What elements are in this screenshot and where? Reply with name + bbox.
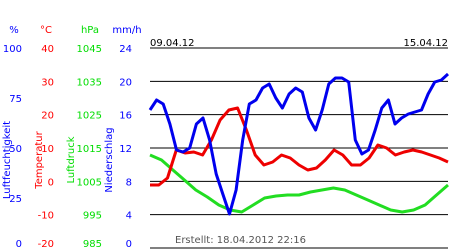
- y-tick-label: 12: [119, 144, 132, 155]
- y-tick-label: 0: [16, 239, 22, 250]
- axis-title: Temperatur: [34, 130, 45, 189]
- y-tick-label: 30: [41, 77, 54, 88]
- y-tick-label: 995: [83, 211, 102, 222]
- axis-title: Luftdruck: [66, 136, 77, 183]
- y-tick-label: 0: [126, 239, 132, 250]
- y-tick-label: 100: [3, 44, 22, 55]
- y-tick-label: 1025: [77, 111, 102, 122]
- y-tick-label: 8: [126, 177, 132, 188]
- axis-unit: %: [9, 25, 19, 36]
- y-tick-label: -20: [38, 239, 54, 250]
- y-tick-label: 1015: [77, 144, 102, 155]
- y-tick-label: 20: [41, 111, 54, 122]
- axis-title: Luftfeuchtigkeit: [2, 121, 13, 199]
- created-note: Erstellt: 18.04.2012 22:16: [175, 235, 306, 246]
- y-tick-label: 40: [41, 44, 54, 55]
- start-date: 09.04.12: [150, 38, 195, 49]
- y-tick-label: 10: [41, 144, 54, 155]
- series-line: [149, 153, 449, 214]
- axis-title: Niederschlag: [104, 127, 115, 192]
- axis-unit: °C: [40, 25, 52, 36]
- y-tick-label: 985: [83, 239, 102, 250]
- y-tick-label: 24: [119, 44, 132, 55]
- y-tick-label: 25: [9, 194, 22, 205]
- y-tick-label: 1005: [77, 177, 102, 188]
- y-tick-label: 1045: [77, 44, 102, 55]
- end-date: 15.04.12: [403, 38, 448, 49]
- series-line: [150, 106, 449, 187]
- y-tick-label: -10: [38, 211, 54, 222]
- y-tick-label: 16: [119, 111, 132, 122]
- axis-unit: mm/h: [112, 25, 141, 36]
- y-tick-label: 4: [126, 211, 132, 222]
- y-tick-label: 0: [48, 177, 54, 188]
- y-tick-label: 1035: [77, 77, 102, 88]
- y-tick-label: 50: [9, 144, 22, 155]
- axis-unit: hPa: [81, 25, 99, 36]
- y-tick-label: 75: [9, 94, 22, 105]
- y-tick-label: 20: [119, 77, 132, 88]
- series-line: [148, 72, 450, 216]
